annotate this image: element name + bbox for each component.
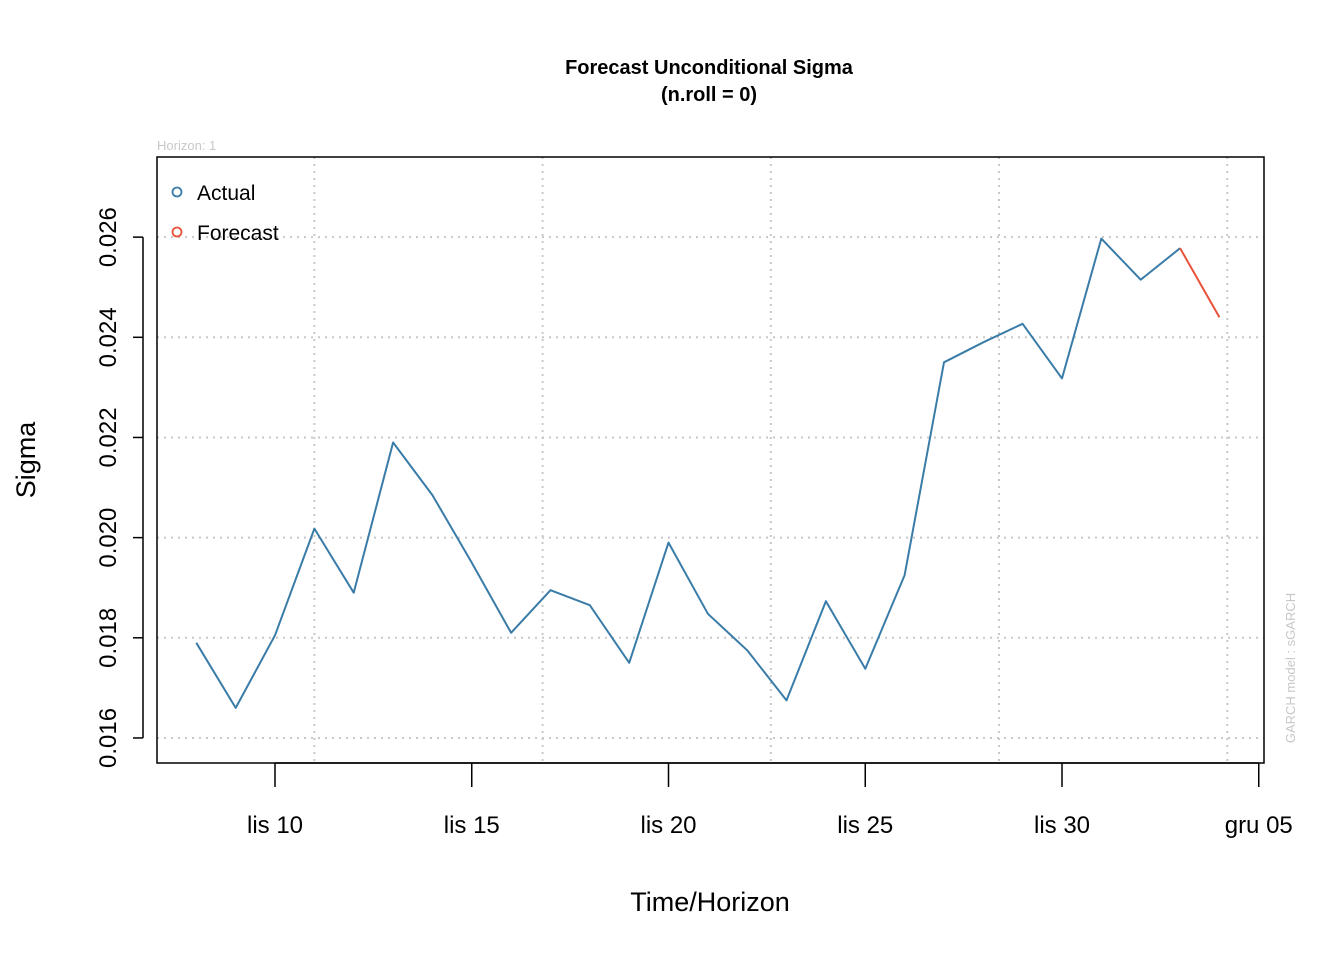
legend-marker-forecast [171, 226, 183, 238]
y-axis: 0.016 0.018 0.020 0.022 0.024 0.026 [95, 207, 144, 768]
grid-lines [157, 157, 1264, 763]
horizon-note: Horizon: 1 [157, 138, 216, 153]
y-tick-label-2: 0.020 [95, 508, 122, 568]
y-tick-label-0: 0.016 [95, 708, 122, 768]
x-tick-label-3: lis 25 [837, 812, 893, 839]
legend-label-forecast: Forecast [197, 222, 279, 245]
legend-marker-actual [171, 186, 183, 198]
x-tick-label-2: lis 20 [640, 812, 696, 839]
x-axis-label: Time/Horizon [630, 887, 790, 917]
y-tick-label-3: 0.022 [95, 407, 122, 467]
x-tick-label-4: lis 30 [1034, 812, 1090, 839]
model-note: GARCH model : sGARCH [1283, 593, 1298, 743]
chart-title: Forecast Unconditional Sigma [565, 57, 854, 79]
series-layer [195, 237, 1221, 709]
chart-subtitle: (n.roll = 0) [661, 84, 757, 106]
y-tick-label-4: 0.024 [95, 307, 122, 367]
x-tick-label-0: lis 10 [247, 812, 303, 839]
legend-label-actual: Actual [197, 182, 255, 205]
x-axis: lis 10 lis 15 lis 20 lis 25 lis 30 gru 05 [247, 762, 1293, 839]
series-line-forecast [1179, 247, 1221, 318]
y-tick-label-1: 0.018 [95, 608, 122, 668]
y-tick-label-5: 0.026 [95, 207, 122, 267]
x-tick-label-5: gru 05 [1225, 812, 1293, 839]
y-axis-label: Sigma [11, 421, 41, 499]
legend: Actual Forecast [171, 182, 279, 245]
series-line-actual [195, 237, 1181, 709]
x-tick-label-1: lis 15 [444, 812, 500, 839]
